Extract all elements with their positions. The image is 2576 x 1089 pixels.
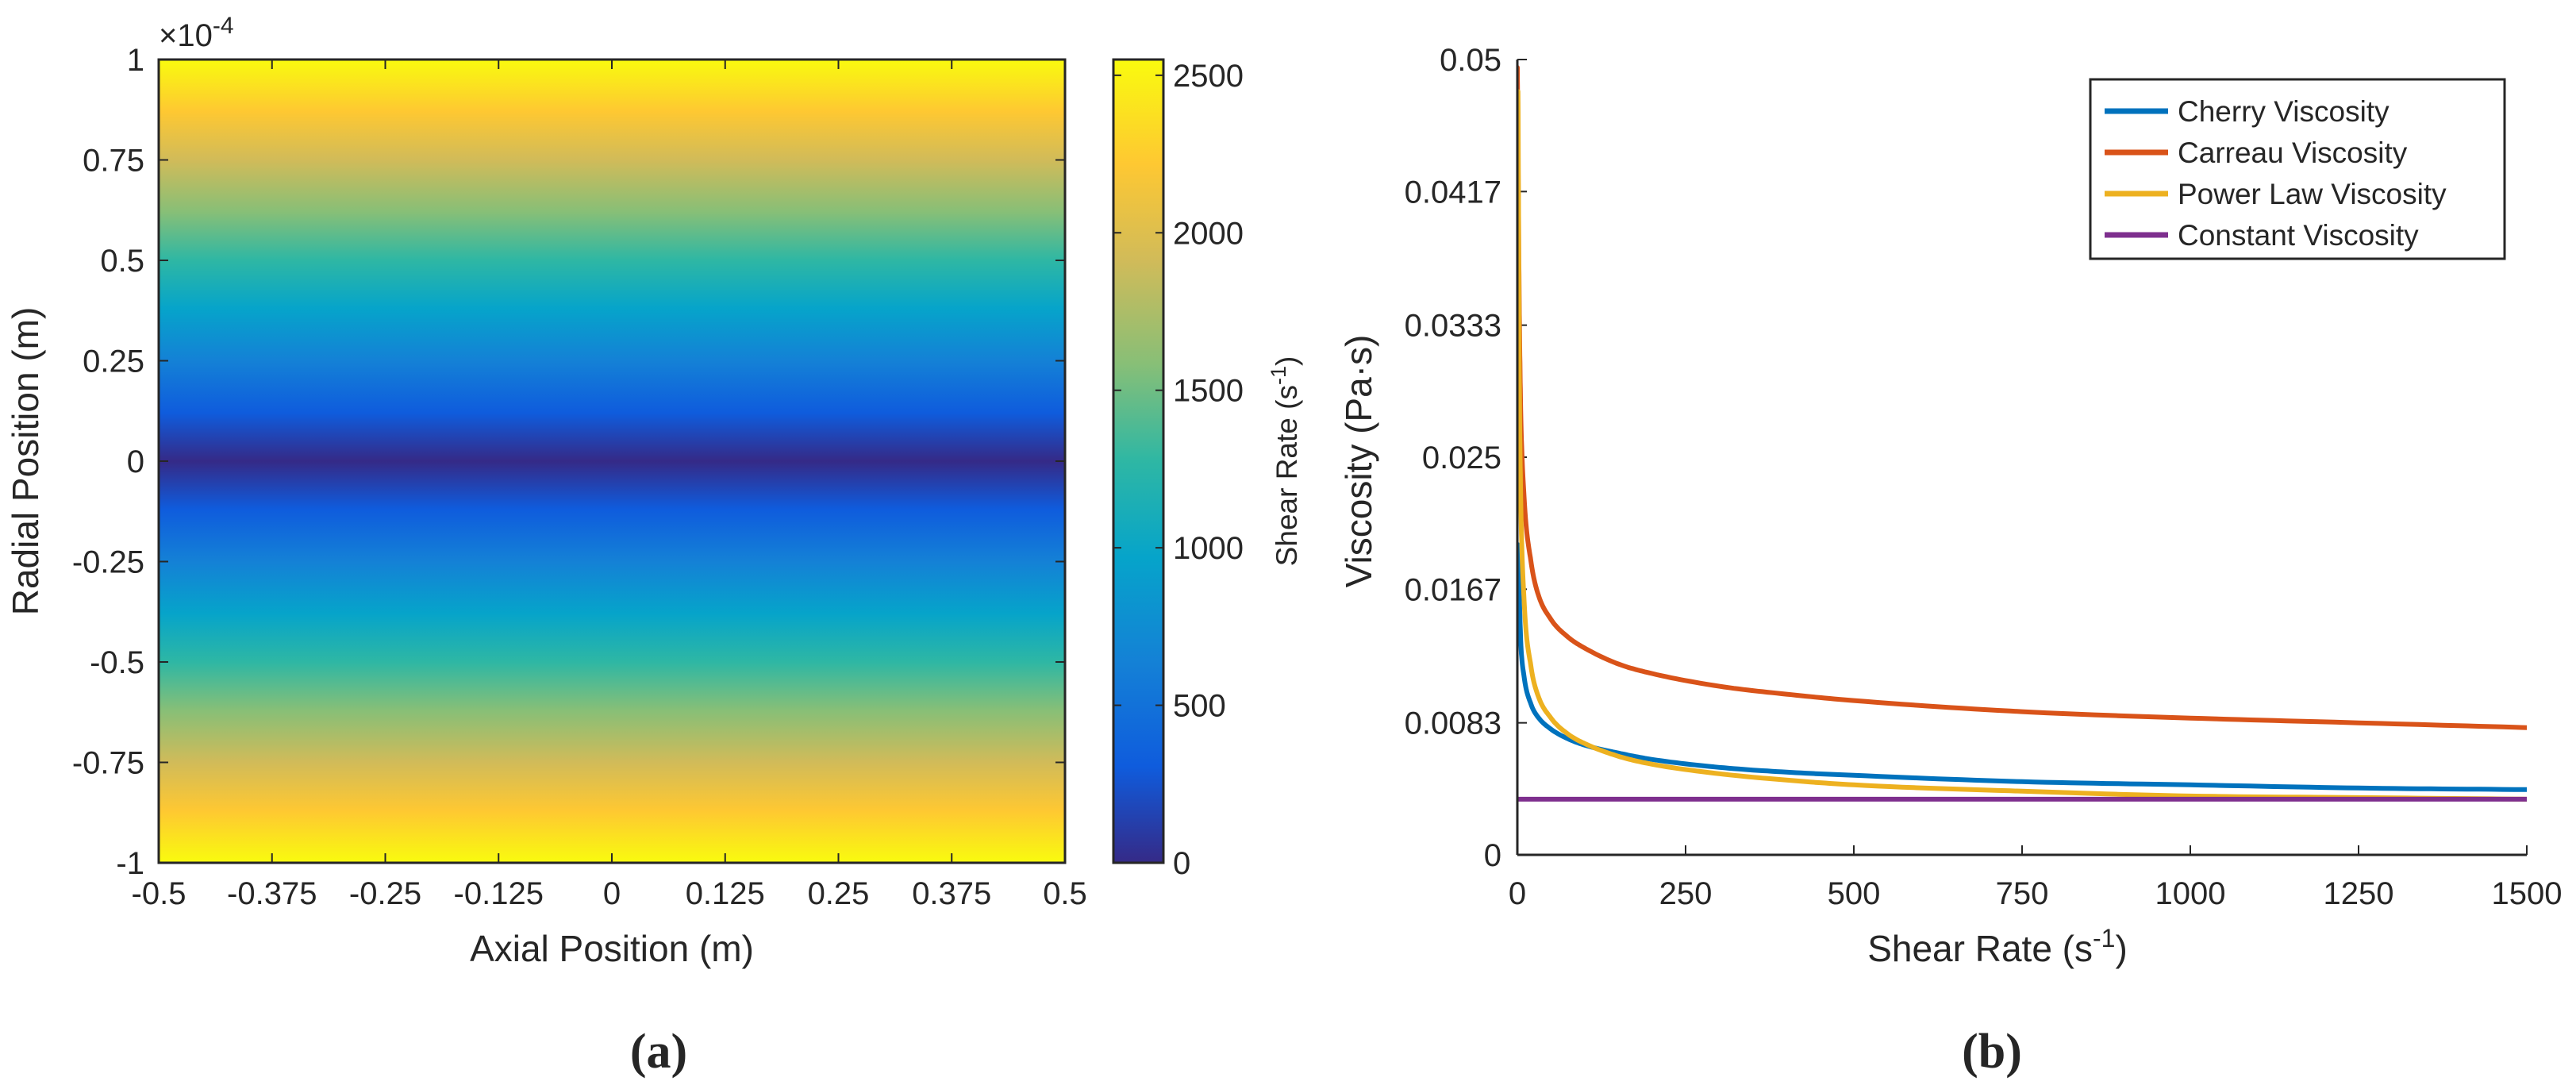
panel-b-label: (b) [1962, 1025, 2022, 1079]
series-line-cherry-viscosity [1517, 542, 2527, 792]
heatmap-y-tick-label: -0.75 [72, 746, 144, 781]
line-chart-x-tick-label: 500 [1828, 876, 1881, 911]
legend-item-carreau-viscosity: Carreau Viscosity [2105, 137, 2408, 169]
line-chart-x-tick-labels: 0 250 500 750 1000 1250 1500 [1509, 876, 2563, 911]
line-chart-y-axis-label: Viscosity (Pa·s) [1338, 335, 1379, 588]
colorbar-frame [1112, 58, 1165, 864]
line-chart-x-tick-label: 1500 [2492, 876, 2563, 911]
heatmap-x-tick-label: -0.25 [349, 876, 421, 911]
heatmap-x-tick-label: 0.25 [808, 876, 870, 911]
heatmap-y-tick-label: 0.25 [83, 344, 144, 379]
colorbar-label: Shear Rate (s-1) [1267, 356, 1303, 567]
line-chart-y-tick-label: 0.025 [1422, 441, 1501, 475]
colorbar-tick-label: 1000 [1173, 531, 1244, 566]
heatmap-x-tick-label: -0.5 [132, 876, 186, 911]
heatmap-x-tick-label: 0 [603, 876, 621, 911]
heatmap-x-tick-label: -0.375 [227, 876, 317, 911]
panel-b-viscosity-line-chart: 0 250 500 750 1000 1250 1500 0 0.0083 0.0167 0.02… [1338, 43, 2562, 1079]
colorbar-gradient [1113, 60, 1163, 863]
line-chart-y-tick-label: 0.05 [1440, 43, 1501, 78]
colorbar-tick-label: 500 [1173, 689, 1226, 724]
heatmap-x-tick-label: 0.5 [1043, 876, 1087, 911]
legend-label: Power Law Viscosity [2178, 178, 2447, 210]
heatmap-y-tick-label: -0.5 [90, 645, 144, 680]
line-chart-x-tick-label: 1250 [2324, 876, 2394, 911]
legend-label: Constant Viscosity [2178, 219, 2419, 252]
line-chart-y-tick-label: 0.0167 [1405, 572, 1501, 607]
line-chart-y-tick-label: 0.0333 [1405, 309, 1501, 344]
colorbar-ticks: 0 500 1000 1500 2000 2500 [1113, 59, 1244, 881]
heatmap-x-tick-label: 0.125 [686, 876, 765, 911]
colorbar-tick-label: 2000 [1173, 216, 1244, 251]
heatmap-y-tick-label: 0 [127, 444, 144, 479]
line-chart-x-tick-label: 250 [1659, 876, 1713, 911]
heatmap-y-tick-label: -1 [116, 846, 144, 881]
legend: Cherry Viscosity Carreau Viscosity Power L… [2089, 78, 2506, 260]
colorbar: 0 500 1000 1500 2000 2500 Shear Rate (s-1) [1112, 58, 1303, 881]
panel-a-shear-rate-heatmap: -0.5 -0.375 -0.25 -0.125 0 0.125 0.25 0.375 0.5 … [5, 13, 1303, 1079]
heatmap-y-tick-label: 0.75 [83, 144, 144, 179]
panel-a-label: (a) [630, 1025, 687, 1079]
heatmap-y-tick-labels: 1 0.75 0.5 0.25 0 -0.25 -0.5 -0.75 -1 [72, 43, 144, 881]
series-line-power-law-viscosity [1517, 89, 2527, 802]
legend-item-cherry-viscosity: Cherry Viscosity [2105, 95, 2390, 128]
legend-items: Cherry Viscosity Carreau Viscosity Power L… [2105, 95, 2447, 252]
line-chart-y-tick-label: 0.0417 [1405, 175, 1501, 210]
colorbar-tick-label: 0 [1173, 846, 1190, 881]
heatmap-field [159, 60, 1065, 863]
heatmap-y-tick-label: 1 [127, 43, 144, 78]
colorbar-tick-label: 1500 [1173, 374, 1244, 409]
heatmap-x-tick-label: 0.375 [912, 876, 991, 911]
heatmap-y-tick-label: -0.25 [72, 545, 144, 580]
colorbar-tick-label: 2500 [1173, 59, 1244, 94]
legend-label: Cherry Viscosity [2178, 95, 2390, 128]
heatmap-y-axis-label: Radial Position (m) [5, 307, 46, 616]
line-chart-y-tick-labels: 0 0.0083 0.0167 0.025 0.0333 0.0417 0.05 [1405, 43, 1501, 873]
line-chart-y-tick-label: 0.0083 [1405, 706, 1501, 741]
line-chart-x-tick-label: 1000 [2155, 876, 2226, 911]
line-chart-series [1517, 65, 2527, 802]
legend-item-power-law-viscosity: Power Law Viscosity [2105, 178, 2447, 210]
heatmap-y-tick-label: 0.5 [100, 244, 144, 279]
legend-item-constant-viscosity: Constant Viscosity [2105, 219, 2419, 252]
line-chart-x-tick-label: 0 [1509, 876, 1526, 911]
heatmap-x-tick-label: -0.125 [454, 876, 544, 911]
heatmap-tick-marks [158, 59, 1066, 864]
line-chart-x-tick-label: 750 [1996, 876, 2049, 911]
line-chart-x-axis-label: Shear Rate (s-1) [1867, 924, 2128, 969]
heatmap-x-axis-label: Axial Position (m) [470, 928, 754, 969]
legend-label: Carreau Viscosity [2178, 137, 2408, 169]
heatmap-x-tick-labels: -0.5 -0.375 -0.25 -0.125 0 0.125 0.25 0.375 0.5 [132, 876, 1087, 911]
line-chart-y-tick-label: 0 [1484, 838, 1501, 873]
heatmap-y-multiplier: ×10-4 [159, 13, 234, 53]
